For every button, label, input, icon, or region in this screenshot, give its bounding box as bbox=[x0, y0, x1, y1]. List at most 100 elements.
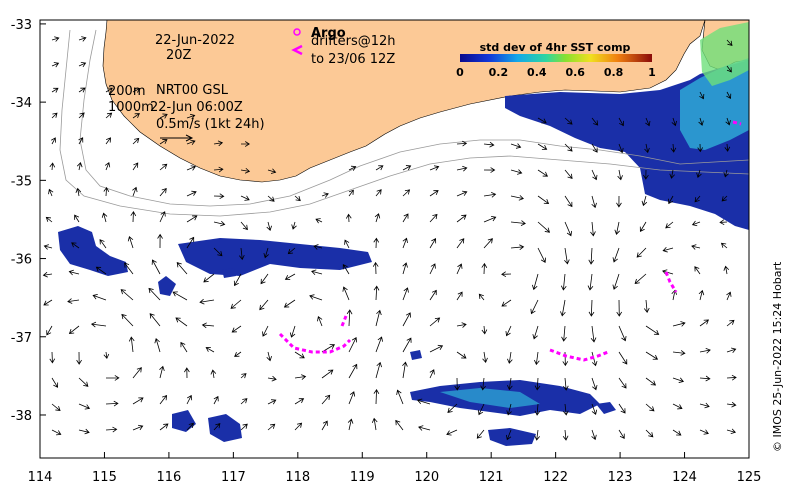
current-arrow bbox=[429, 344, 444, 353]
current-arrow bbox=[456, 190, 468, 197]
current-arrow bbox=[105, 87, 113, 93]
current-arrow bbox=[505, 429, 512, 441]
current-arrow bbox=[618, 377, 627, 389]
current-arrow bbox=[213, 423, 221, 431]
current-arrow bbox=[321, 369, 334, 379]
current-arrow bbox=[373, 285, 380, 301]
current-arrow bbox=[234, 351, 242, 357]
drifter-track-3 bbox=[549, 348, 609, 362]
current-arrow bbox=[696, 169, 702, 178]
current-arrow bbox=[105, 137, 112, 145]
current-arrow bbox=[105, 400, 119, 407]
current-arrow bbox=[429, 165, 440, 171]
current-arrow bbox=[645, 117, 651, 127]
current-arrow bbox=[348, 165, 357, 171]
current-arrow bbox=[501, 299, 512, 307]
current-arrow bbox=[618, 403, 626, 414]
current-arrow bbox=[672, 377, 685, 383]
date-line-1: 22-Jun-2022 bbox=[155, 33, 235, 48]
current-arrow bbox=[186, 139, 196, 146]
colorbar-tick-label: 0.8 bbox=[604, 66, 624, 79]
current-arrow bbox=[456, 165, 468, 172]
current-arrow bbox=[726, 291, 732, 301]
current-arrow bbox=[51, 62, 60, 68]
current-arrow bbox=[699, 91, 705, 100]
current-arrow bbox=[537, 143, 548, 150]
current-arrow bbox=[128, 336, 135, 353]
current-arrow bbox=[78, 377, 89, 387]
colorbar-tick-label: 0.6 bbox=[565, 66, 585, 79]
x-tick-label: 114 bbox=[28, 470, 53, 485]
current-arrow bbox=[283, 299, 296, 308]
current-arrow bbox=[402, 189, 411, 197]
current-arrow bbox=[483, 215, 497, 223]
current-arrow bbox=[561, 325, 567, 342]
current-arrow bbox=[210, 369, 217, 379]
current-arrow bbox=[510, 195, 524, 201]
current-arrow bbox=[563, 403, 569, 416]
current-arrow bbox=[726, 347, 737, 353]
current-arrow bbox=[78, 403, 91, 410]
current-arrow bbox=[564, 195, 573, 208]
current-arrow bbox=[454, 377, 461, 391]
y-tick-label: -36 bbox=[11, 253, 32, 268]
current-arrow bbox=[645, 403, 655, 412]
current-arrow bbox=[373, 388, 380, 405]
y-axis: -33 -34 -35 -36 -37 -38 bbox=[11, 18, 46, 424]
current-arrow bbox=[456, 140, 468, 147]
current-arrow bbox=[51, 112, 58, 119]
current-arrow bbox=[672, 403, 683, 410]
current-arrow bbox=[396, 389, 404, 405]
current-arrow bbox=[456, 238, 465, 249]
current-arrow bbox=[726, 428, 737, 435]
current-arrow bbox=[239, 247, 245, 261]
y-tick-label: -37 bbox=[11, 331, 32, 346]
argo-marker-icon bbox=[293, 28, 301, 36]
current-arrow bbox=[172, 291, 188, 301]
current-arrow bbox=[262, 325, 269, 337]
current-arrow bbox=[267, 195, 275, 202]
current-arrow bbox=[672, 429, 682, 436]
current-arrow bbox=[562, 429, 569, 441]
current-arrow bbox=[618, 429, 625, 439]
current-arrow bbox=[67, 298, 80, 304]
current-arrow bbox=[154, 338, 161, 353]
date-line-2: 20Z bbox=[166, 48, 192, 63]
current-arrow bbox=[645, 429, 654, 438]
x-tick-label: 115 bbox=[92, 470, 117, 485]
current-arrow bbox=[149, 313, 161, 327]
current-arrow bbox=[402, 165, 412, 171]
drifters-to-label: to 23/06 12Z bbox=[311, 52, 395, 67]
current-arrow bbox=[671, 117, 677, 127]
x-tick-label: 123 bbox=[608, 470, 633, 485]
current-arrow bbox=[612, 273, 620, 290]
current-arrow bbox=[560, 273, 567, 291]
current-arrow bbox=[375, 165, 384, 171]
current-arrow bbox=[49, 162, 56, 171]
current-arrow bbox=[71, 242, 80, 249]
current-arrow bbox=[240, 167, 251, 174]
current-arrow bbox=[456, 322, 467, 328]
current-arrow bbox=[132, 397, 144, 405]
current-arrow bbox=[240, 373, 247, 379]
contour-200-label: 200m bbox=[108, 84, 145, 99]
current-arrow bbox=[564, 117, 573, 125]
current-arrow bbox=[51, 403, 61, 412]
current-arrow bbox=[159, 139, 168, 145]
current-arrow bbox=[643, 299, 650, 313]
current-arrow bbox=[507, 377, 513, 391]
current-arrow bbox=[478, 403, 485, 416]
current-arrow bbox=[321, 394, 331, 405]
current-arrow bbox=[429, 213, 438, 223]
current-arrow bbox=[505, 325, 512, 337]
current-arrow bbox=[402, 237, 408, 249]
current-arrow bbox=[105, 112, 113, 119]
current-arrow bbox=[534, 403, 541, 416]
current-arrow bbox=[562, 377, 569, 391]
current-arrow bbox=[186, 165, 197, 171]
current-arrow bbox=[510, 169, 523, 175]
current-arrow bbox=[159, 163, 168, 171]
current-arrow bbox=[213, 140, 224, 147]
current-arrow bbox=[49, 351, 56, 364]
current-arrow bbox=[591, 169, 598, 181]
